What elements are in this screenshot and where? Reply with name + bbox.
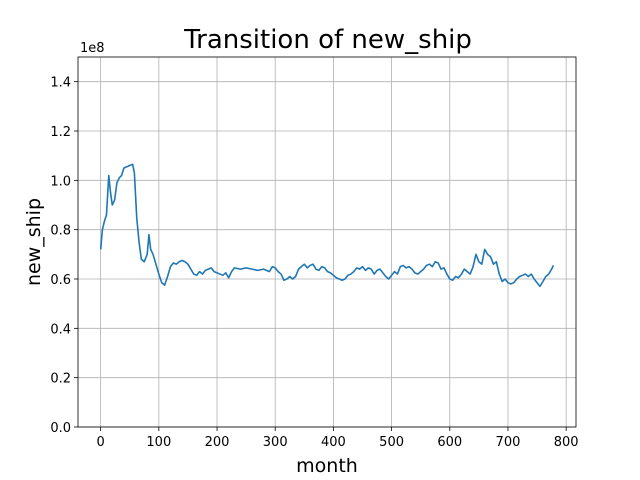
y-axis-label: new_ship xyxy=(23,198,45,286)
y-offset-label: 1e8 xyxy=(80,41,105,56)
y-tick-label: 0.4 xyxy=(50,322,71,337)
y-tick-label: 0.2 xyxy=(50,372,71,387)
x-tick-label: 600 xyxy=(437,435,462,450)
x-tick-label: 300 xyxy=(263,435,288,450)
y-tick-label: 1.4 xyxy=(50,76,71,91)
data-line xyxy=(99,163,555,288)
x-tick-label: 0 xyxy=(96,435,104,450)
x-tick-label: 100 xyxy=(146,435,171,450)
y-tick-label: 1.2 xyxy=(50,125,71,140)
chart-title: Transition of new_ship xyxy=(183,25,472,55)
plot-frame xyxy=(77,56,577,428)
x-tick-label: 800 xyxy=(554,435,579,450)
y-tick-label: 1.0 xyxy=(50,174,71,189)
y-tick-label: 0.0 xyxy=(50,421,71,436)
y-tick-label: 0.8 xyxy=(50,224,71,239)
x-tick-label: 700 xyxy=(496,435,521,450)
x-tick-label: 400 xyxy=(321,435,346,450)
y-tick-label: 0.6 xyxy=(50,273,71,288)
x-tick-label: 500 xyxy=(379,435,404,450)
x-tick-label: 200 xyxy=(205,435,230,450)
x-axis-label: month xyxy=(296,455,358,477)
